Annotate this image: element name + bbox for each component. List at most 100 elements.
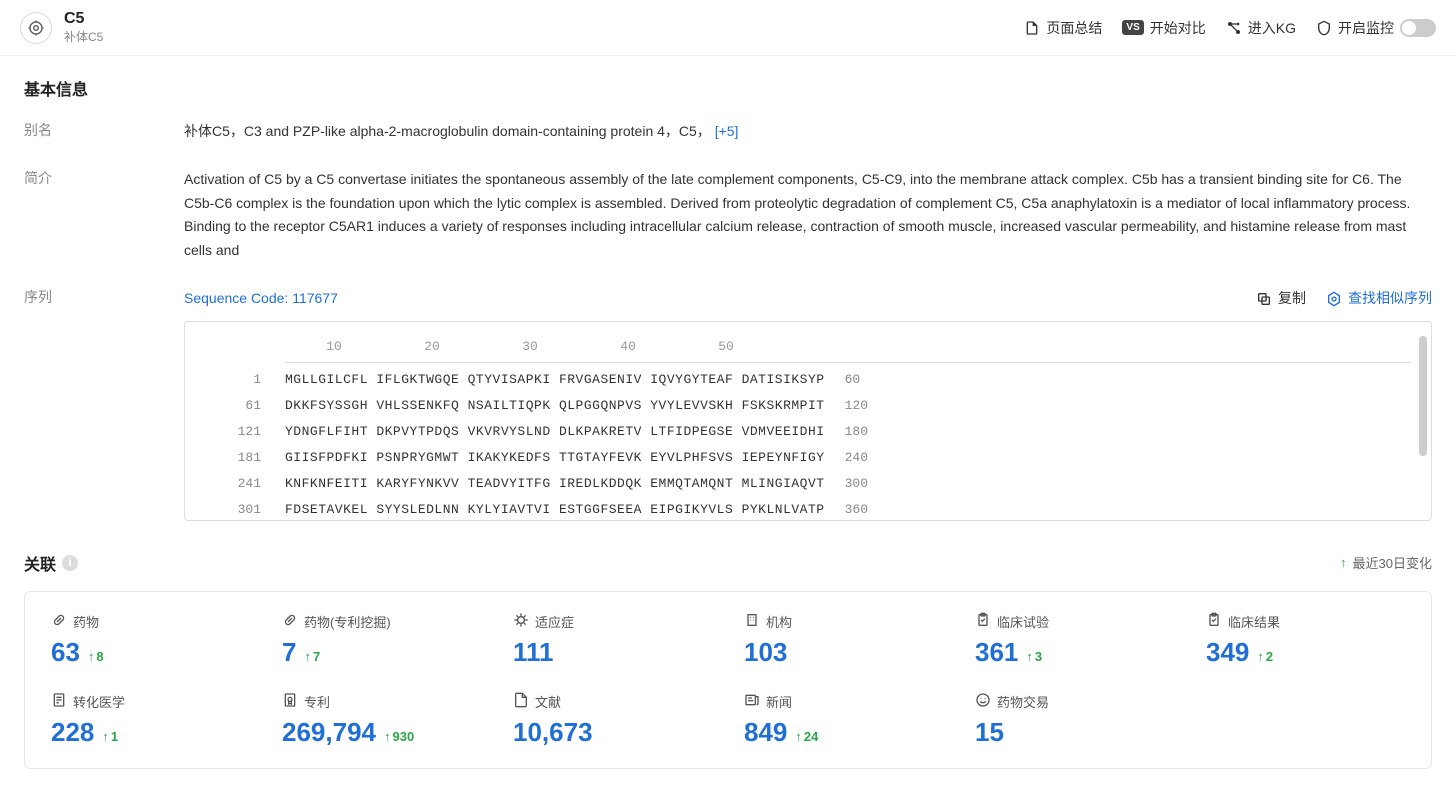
- up-arrow-icon: ↑: [102, 729, 109, 744]
- stat-delta: ↑8: [88, 649, 104, 664]
- up-arrow-icon: ↑: [1340, 555, 1347, 570]
- sequence-line: 61DKKFSYSSGH VHLSSENKFQ NSAILTIQPK QLPGG…: [205, 395, 1411, 417]
- stat-value-row: 103: [744, 637, 943, 668]
- stat-card[interactable]: 临床试验361↑3: [959, 612, 1190, 668]
- intro-row: 简介 Activation of C5 by a C5 convertase i…: [24, 168, 1432, 263]
- sequence-scrollbar[interactable]: [1419, 336, 1427, 456]
- kg-label: 进入KG: [1248, 18, 1296, 38]
- stat-label: 机构: [744, 612, 943, 631]
- legend-text: 最近30日变化: [1353, 553, 1432, 572]
- page-title: C5: [64, 10, 103, 28]
- compare-label: 开始对比: [1150, 18, 1206, 38]
- stat-delta: ↑3: [1026, 649, 1042, 664]
- content: 基本信息 别名 补体C5，C3 and PZP-like alpha-2-mac…: [0, 56, 1456, 789]
- stat-label-text: 药物(专利挖掘): [304, 612, 391, 631]
- stat-label-text: 新闻: [766, 692, 792, 711]
- stat-delta: ↑24: [795, 729, 818, 744]
- monitor-toggle[interactable]: [1400, 19, 1436, 37]
- monitor-button[interactable]: 开启监控: [1316, 18, 1436, 38]
- stat-label: 临床试验: [975, 612, 1174, 631]
- sequence-line: 241 KNFKNFEITI KARYFYNKVV TEADVYITFG IRED…: [205, 473, 1411, 495]
- stat-label: 药物: [51, 612, 250, 631]
- sequence-header: Sequence Code: 117677 复制 查找相似序列: [184, 287, 1432, 311]
- stat-card[interactable]: 药物交易15: [959, 692, 1190, 748]
- sequence-actions: 复制 查找相似序列: [1256, 287, 1432, 311]
- pill-icon: [51, 612, 67, 631]
- stat-value: 228: [51, 717, 94, 748]
- file-icon: [513, 692, 529, 711]
- stat-card[interactable]: 药物(专利挖掘) 7↑7: [266, 612, 497, 668]
- up-arrow-icon: ↑: [88, 649, 95, 664]
- alias-value: 补体C5，C3 and PZP-like alpha-2-macroglobul…: [184, 120, 1432, 144]
- copy-button[interactable]: 复制: [1256, 287, 1306, 311]
- stat-card[interactable]: 适应症111: [497, 612, 728, 668]
- stat-value: 849: [744, 717, 787, 748]
- seq-end-idx: 180: [845, 421, 868, 443]
- target-icon: [20, 12, 52, 44]
- up-arrow-icon: ↑: [304, 649, 311, 664]
- sequence-label: 序列: [24, 287, 184, 521]
- similar-button[interactable]: 查找相似序列: [1326, 287, 1432, 311]
- stat-label-text: 专利: [304, 692, 330, 711]
- stat-value: 63: [51, 637, 80, 668]
- up-arrow-icon: ↑: [384, 729, 391, 744]
- ruler-tick: 10: [285, 336, 383, 358]
- assoc-header: 关联 i ↑ 最近30日变化: [24, 551, 1432, 575]
- sequence-line: 301FDSETAVKEL SYYSLEDLNN KYLYIAVTVI ESTG…: [205, 499, 1411, 520]
- seq-start-idx: 121: [205, 421, 261, 443]
- stat-card[interactable]: 新闻 849 ↑24: [728, 692, 959, 748]
- up-arrow-icon: ↑: [1257, 649, 1264, 664]
- seq-chunks: FDSETAVKEL SYYSLEDLNN KYLYIAVTVI ESTGGFS…: [285, 499, 825, 520]
- alias-row: 别名 补体C5，C3 and PZP-like alpha-2-macroglo…: [24, 120, 1432, 144]
- seq-chunks: DKKFSYSSGH VHLSSENKFQ NSAILTIQPK QLPGGQN…: [285, 395, 825, 417]
- sequence-block: Sequence Code: 117677 复制 查找相似序列 10203040…: [184, 287, 1432, 521]
- stat-value: 269,794: [282, 717, 376, 748]
- seq-end-idx: 120: [845, 395, 868, 417]
- summary-button[interactable]: 页面总结: [1024, 18, 1102, 38]
- stat-label: 临床结果: [1206, 612, 1405, 631]
- stat-value-row: 63 ↑8: [51, 637, 250, 668]
- sequence-line: 181GIISFPDFKI PSNPRYGMWT IKAKYKEDFS TTGT…: [205, 447, 1411, 469]
- stat-delta: ↑7: [304, 649, 320, 664]
- stat-card[interactable]: 临床结果 349↑2: [1190, 612, 1421, 668]
- stat-label: 药物交易: [975, 692, 1174, 711]
- stat-label-text: 药物: [73, 612, 99, 631]
- seq-end-idx: 300: [845, 473, 868, 495]
- sequence-code[interactable]: Sequence Code: 117677: [184, 287, 338, 311]
- alias-expand[interactable]: [+5]: [715, 123, 739, 139]
- stat-label: 药物(专利挖掘): [282, 612, 481, 631]
- stat-value-row: 228 ↑1: [51, 717, 250, 748]
- compare-button[interactable]: VS 开始对比: [1122, 18, 1205, 38]
- info-icon[interactable]: i: [62, 555, 78, 571]
- stat-card[interactable]: 机构 103: [728, 612, 959, 668]
- assoc-title: 关联 i: [24, 551, 78, 575]
- stat-delta: ↑1: [102, 729, 118, 744]
- stat-value-row: 7↑7: [282, 637, 481, 668]
- stat-label-text: 适应症: [535, 612, 574, 631]
- vs-icon: VS: [1122, 20, 1143, 35]
- stat-card[interactable]: 文献10,673: [497, 692, 728, 748]
- header-right: 页面总结 VS 开始对比 进入KG 开启监控: [1024, 18, 1436, 38]
- stat-card[interactable]: 药物 63 ↑8: [35, 612, 266, 668]
- stat-label-text: 临床试验: [997, 612, 1049, 631]
- stat-value-row: 349↑2: [1206, 637, 1405, 668]
- stat-card[interactable]: 转化医学228↑1: [35, 692, 266, 748]
- monitor-label: 开启监控: [1338, 18, 1394, 38]
- intro-value: Activation of C5 by a C5 convertase init…: [184, 168, 1432, 263]
- seq-chunks: YDNGFLFIHT DKPVYTPDQS VKVRVYSLND DLKPAKR…: [285, 421, 825, 443]
- stat-value-row: 269,794↑930: [282, 717, 481, 748]
- seq-chunks: GIISFPDFKI PSNPRYGMWT IKAKYKEDFS TTGTAYF…: [285, 447, 825, 469]
- stat-value-row: 849 ↑24: [744, 717, 943, 748]
- intro-label: 简介: [24, 168, 184, 263]
- similar-label: 查找相似序列: [1348, 287, 1432, 311]
- ruler-tick: 20: [383, 336, 481, 358]
- building-icon: [744, 612, 760, 631]
- ruler-tick: 50: [677, 336, 775, 358]
- seq-chunks: KNFKNFEITI KARYFYNKVV TEADVYITFG IREDLKD…: [285, 473, 825, 495]
- stat-card[interactable]: 专利269,794↑930: [266, 692, 497, 748]
- kg-button[interactable]: 进入KG: [1226, 18, 1296, 38]
- stat-label: 适应症: [513, 612, 712, 631]
- sequence-lines: 1MGLLGILCFL IFLGKTWGQE QTYVISAPKI FRVGAS…: [205, 369, 1411, 521]
- sequence-ruler: 1020304050: [285, 336, 1411, 363]
- seq-start-idx: 241: [205, 473, 261, 495]
